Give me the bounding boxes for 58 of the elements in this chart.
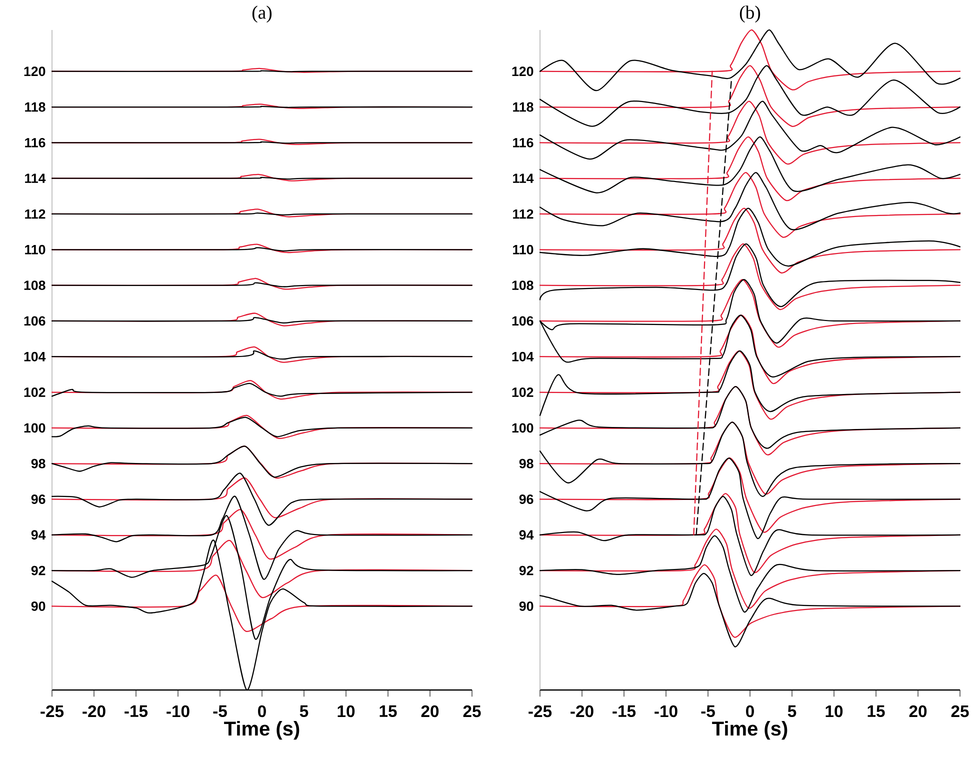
x-tick-label: 25: [463, 705, 481, 718]
chart-title: (a): [252, 6, 272, 23]
chart-title: (b): [740, 6, 760, 23]
y-tick-label: 120: [512, 66, 534, 76]
y-tick-label: 116: [513, 138, 534, 148]
y-tick-label: 90: [31, 601, 46, 611]
y-tick-label: 118: [25, 102, 46, 112]
x-tick-label: 0: [746, 705, 754, 718]
y-tick-label: 106: [24, 316, 46, 326]
y-tick-label: 100: [24, 423, 46, 433]
y-tick-label: 114: [513, 174, 534, 183]
y-tick-label: 114: [25, 174, 46, 183]
x-tick-label: 5: [300, 705, 308, 718]
y-tick-label: 92: [519, 566, 534, 576]
x-tick-label: -15: [612, 705, 636, 718]
y-tick-label: 120: [24, 66, 46, 76]
x-tick-label: 20: [421, 705, 439, 718]
y-tick-label: 96: [519, 494, 534, 504]
y-tick-label: 96: [31, 494, 46, 504]
y-tick-label: 104: [24, 352, 46, 362]
y-tick-label: 112: [25, 209, 46, 219]
y-tick-label: 102: [512, 388, 534, 397]
y-tick-label: 98: [31, 458, 46, 468]
x-axis-title: Time (s): [224, 721, 300, 740]
y-tick-label: 106: [512, 316, 534, 326]
x-tick-label: 25: [951, 705, 969, 718]
y-tick-label: 102: [24, 388, 46, 397]
y-tick-label: 98: [519, 458, 534, 468]
x-tick-label: 20: [909, 705, 927, 718]
y-tick-label: 92: [31, 566, 46, 576]
x-tick-label: 15: [380, 705, 397, 718]
y-tick-label: 110: [25, 244, 46, 254]
y-tick-label: 110: [513, 244, 534, 254]
x-tick-label: 15: [868, 705, 885, 718]
x-tick-label: -5: [213, 705, 227, 718]
x-tick-label: -10: [166, 705, 190, 718]
y-tick-label: 112: [513, 209, 534, 219]
x-tick-label: -25: [40, 705, 64, 718]
x-tick-label: -25: [528, 705, 552, 718]
x-tick-label: 0: [258, 705, 266, 718]
y-tick-label: 94: [519, 530, 534, 540]
y-tick-label: 90: [519, 601, 534, 611]
y-tick-label: 108: [24, 280, 46, 290]
y-tick-label: 104: [512, 352, 534, 362]
x-tick-label: 10: [338, 705, 355, 718]
x-tick-label: -20: [82, 705, 106, 718]
y-tick-label: 94: [31, 530, 46, 540]
x-tick-label: -5: [701, 705, 715, 718]
x-tick-label: 10: [826, 705, 843, 718]
x-tick-label: -15: [124, 705, 148, 718]
x-tick-label: 5: [788, 705, 796, 718]
x-axis-title: Time (s): [712, 721, 788, 740]
y-tick-label: 116: [25, 138, 46, 148]
y-tick-label: 100: [512, 423, 534, 433]
y-tick-label: 118: [513, 102, 534, 112]
y-tick-label: 108: [512, 280, 534, 290]
x-tick-label: -20: [570, 705, 594, 718]
x-tick-label: -10: [654, 705, 678, 718]
